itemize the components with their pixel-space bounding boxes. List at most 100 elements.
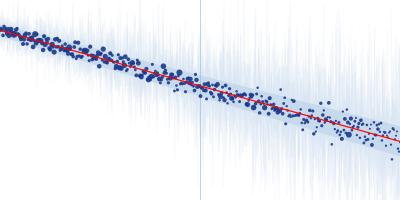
Point xyxy=(343,131,349,135)
Point xyxy=(132,68,138,71)
Point xyxy=(32,32,38,36)
Point xyxy=(312,130,319,133)
Point xyxy=(28,38,34,41)
Point xyxy=(334,131,340,134)
Point xyxy=(126,62,132,65)
Point xyxy=(113,65,120,68)
Point xyxy=(156,77,162,81)
Point xyxy=(300,128,306,131)
Point xyxy=(310,109,316,113)
Point xyxy=(78,56,84,59)
Point xyxy=(374,124,380,127)
Point xyxy=(290,100,297,103)
Point xyxy=(177,82,184,85)
Point xyxy=(312,117,318,121)
Point xyxy=(242,93,249,97)
Point xyxy=(202,89,209,92)
Point xyxy=(127,65,134,68)
Point xyxy=(0,29,3,32)
Point xyxy=(0,27,4,30)
Point xyxy=(235,94,242,97)
Point xyxy=(229,97,236,100)
Point xyxy=(383,144,389,147)
Point xyxy=(382,131,388,134)
Point xyxy=(348,117,354,120)
Point xyxy=(266,112,272,115)
Point xyxy=(141,71,148,74)
Point xyxy=(390,127,396,130)
Point xyxy=(368,123,374,126)
Point xyxy=(90,54,96,58)
Point xyxy=(109,54,116,57)
Point xyxy=(18,38,24,41)
Point xyxy=(254,86,261,89)
Point xyxy=(94,54,100,57)
Point xyxy=(55,45,61,48)
Point xyxy=(151,72,158,75)
Point xyxy=(388,143,394,146)
Point xyxy=(142,71,148,75)
Point xyxy=(112,67,118,70)
Point xyxy=(15,32,21,36)
Point xyxy=(260,102,267,105)
Point xyxy=(134,58,140,62)
Point xyxy=(185,76,192,80)
Point xyxy=(286,113,293,116)
Point xyxy=(394,130,400,133)
Point xyxy=(258,95,265,98)
Point xyxy=(72,41,78,44)
Point xyxy=(180,77,187,81)
Point xyxy=(27,37,33,40)
Point xyxy=(227,92,234,96)
Point xyxy=(274,111,281,114)
Point xyxy=(44,40,50,44)
Point xyxy=(111,61,118,64)
Point xyxy=(196,84,203,88)
Point xyxy=(30,45,36,49)
Point xyxy=(308,114,315,117)
Point xyxy=(332,128,338,131)
Point xyxy=(25,38,31,41)
Point xyxy=(36,38,42,41)
Point xyxy=(276,109,283,113)
Point xyxy=(149,63,156,66)
Point xyxy=(353,116,359,120)
Point xyxy=(68,53,74,56)
Point xyxy=(49,43,55,46)
Point xyxy=(375,128,381,131)
Point xyxy=(395,147,400,150)
Point xyxy=(65,52,71,55)
Point xyxy=(64,49,70,52)
Point xyxy=(236,100,243,103)
Point xyxy=(337,133,343,136)
Point xyxy=(329,143,335,146)
Point xyxy=(306,109,313,112)
Point xyxy=(184,77,191,80)
Point xyxy=(278,107,285,110)
Point xyxy=(105,58,112,61)
Point xyxy=(164,78,171,81)
Point xyxy=(244,102,250,106)
Point xyxy=(6,34,12,37)
Point xyxy=(223,91,230,94)
Point xyxy=(209,83,216,87)
Point xyxy=(118,67,124,70)
Point xyxy=(250,93,256,97)
Point xyxy=(361,141,367,145)
Point xyxy=(358,119,364,122)
Point xyxy=(340,110,346,113)
Point xyxy=(139,73,146,77)
Point xyxy=(290,114,296,117)
Point xyxy=(115,53,122,56)
Point xyxy=(57,49,63,52)
Point xyxy=(217,95,224,98)
Point xyxy=(80,48,86,51)
Point xyxy=(187,77,194,81)
Point xyxy=(272,107,279,110)
Point xyxy=(274,107,280,110)
Point xyxy=(12,33,18,36)
Point xyxy=(302,119,309,123)
Point xyxy=(124,68,130,71)
Point xyxy=(147,78,154,81)
Point xyxy=(87,45,94,48)
